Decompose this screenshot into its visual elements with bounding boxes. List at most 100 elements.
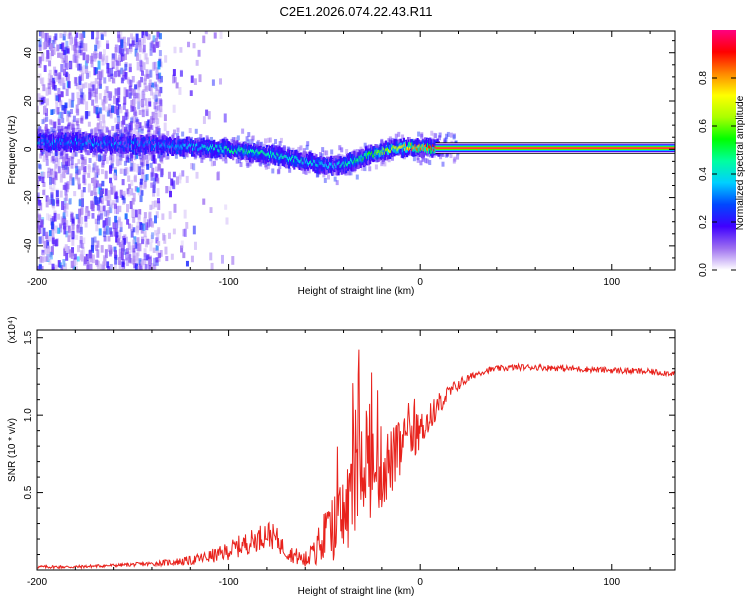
spectrogram-noise-cell bbox=[156, 118, 160, 125]
spectrogram-noise-cell bbox=[143, 212, 147, 219]
spectrogram-noise-cell bbox=[78, 84, 82, 92]
x-tick-label: 100 bbox=[603, 577, 620, 588]
spectrogram-noise-cell bbox=[158, 98, 162, 105]
spectrogram-noise-cell bbox=[109, 177, 113, 184]
spectrogram-noise-cell bbox=[129, 79, 133, 87]
spectrogram-noise-cell bbox=[54, 150, 58, 157]
spectrogram-noise-cell bbox=[78, 148, 82, 154]
spectrogram-noise-cell bbox=[51, 155, 55, 161]
spectrogram-noise-cell bbox=[73, 151, 77, 157]
y-tick-label: 40 bbox=[23, 47, 34, 59]
spectrogram-noise-cell bbox=[338, 145, 342, 151]
spectrogram-noise-cell bbox=[212, 160, 216, 166]
spectrogram-noise-cell bbox=[96, 260, 100, 270]
spectrogram-noise-cell bbox=[44, 32, 48, 41]
spectrogram-noise-cell bbox=[63, 225, 67, 235]
spectrogram-noise-cell bbox=[47, 83, 51, 90]
spectrogram-noise-cell bbox=[117, 87, 121, 96]
spectrogram-noise-cell bbox=[144, 31, 148, 37]
spectrogram-noise-cell bbox=[152, 184, 156, 194]
spectrogram-noise-cell bbox=[105, 126, 109, 134]
spectrogram-noise-cell bbox=[153, 101, 157, 110]
spectrogram-noise-cell bbox=[75, 170, 79, 176]
spectrogram-noise-cell bbox=[175, 176, 179, 185]
spectrogram-noise-cell bbox=[109, 263, 113, 270]
spectrogram-noise-cell bbox=[117, 115, 121, 124]
spectrogram-noise-cell bbox=[129, 200, 133, 210]
spectrogram-noise-cell bbox=[150, 40, 154, 49]
spectrogram-noise-cell bbox=[108, 75, 112, 82]
spectrogram-noise-cell bbox=[443, 138, 447, 144]
spectrogram-noise-cell bbox=[159, 154, 163, 162]
y-tick-label: 0.5 bbox=[23, 485, 34, 499]
spectrogram-noise-cell bbox=[44, 248, 48, 255]
spectrogram-noise-cell bbox=[155, 91, 159, 99]
spectrogram-noise-cell bbox=[351, 150, 355, 156]
spectrogram-noise-cell bbox=[176, 127, 180, 133]
spectrogram-noise-cell bbox=[37, 195, 40, 205]
spectrogram-noise-cell bbox=[148, 101, 152, 107]
spectrogram-noise-cell bbox=[45, 56, 49, 62]
spectrogram-noise-cell bbox=[147, 154, 151, 161]
spectrogram-noise-cell bbox=[119, 156, 123, 162]
spectrogram-noise-cell bbox=[134, 84, 138, 90]
spectrogram-noise-cell bbox=[101, 56, 105, 62]
spectrogram-noise-cell bbox=[114, 44, 118, 53]
spectrogram-noise-cell bbox=[100, 155, 104, 161]
spectrogram-noise-cell bbox=[175, 133, 179, 139]
spectrogram-noise-cell bbox=[61, 172, 65, 178]
spectrogram-noise-cell bbox=[115, 236, 119, 243]
spectrogram-noise-cell bbox=[107, 244, 111, 252]
spectrogram-noise-cell bbox=[103, 89, 107, 97]
spectrogram-noise-cell bbox=[141, 158, 145, 166]
x-tick-label: -200 bbox=[27, 577, 47, 588]
spectrogram-noise-cell bbox=[95, 180, 99, 188]
spectrogram-noise-cell bbox=[88, 249, 92, 259]
spectrogram-noise-cell bbox=[137, 94, 141, 103]
spectrogram-noise-cell bbox=[48, 236, 52, 242]
spectrogram-noise-cell bbox=[51, 152, 55, 159]
spectrogram-noise-cell bbox=[305, 144, 309, 150]
spectrogram-noise-cell bbox=[133, 127, 137, 135]
spectrogram-noise-cell bbox=[202, 154, 206, 160]
spectrogram-noise-cell bbox=[130, 179, 134, 186]
spectrogram-noise-cell bbox=[102, 220, 106, 228]
spectrogram-noise-cell bbox=[56, 73, 60, 83]
spectrogram-noise-cell bbox=[61, 77, 65, 84]
spectrogram-noise-cell bbox=[78, 208, 82, 218]
spectrogram-noise-cell bbox=[80, 98, 84, 105]
spectrogram-noise-cell bbox=[97, 214, 101, 221]
spectrogram-noise-cell bbox=[126, 154, 130, 160]
spectrogram-noise-cell bbox=[154, 200, 158, 208]
spectrogram-noise-cell bbox=[80, 72, 84, 81]
spectrogram-noise-cell bbox=[64, 71, 68, 77]
spectrogram-noise-cell bbox=[49, 181, 53, 190]
spectrogram-noise-cell bbox=[142, 62, 146, 70]
spectrogram-noise-cell bbox=[122, 190, 126, 197]
spectrogram-noise-cell bbox=[80, 189, 84, 198]
spectrogram-noise-cell bbox=[97, 81, 101, 89]
spectrogram-noise-cell bbox=[41, 176, 45, 183]
spectrogram-noise-cell bbox=[66, 181, 70, 190]
spectrogram-noise-cell bbox=[70, 123, 74, 130]
spectrogram-noise-cell bbox=[156, 198, 160, 204]
spectrogram-noise-cell bbox=[149, 122, 153, 129]
spectrogram-noise-cell bbox=[149, 204, 153, 211]
spectrogram-noise-cell bbox=[307, 168, 311, 174]
spectrogram-noise-cell bbox=[185, 260, 189, 267]
spectrogram-noise-cell bbox=[115, 231, 119, 238]
spectrogram-noise-cell bbox=[150, 234, 154, 243]
spectrogram-noise-cell bbox=[271, 168, 275, 174]
spectrogram-noise-cell bbox=[130, 224, 134, 232]
spectrogram-noise-cell bbox=[156, 250, 160, 256]
spectrogram-noise-cell bbox=[200, 157, 204, 163]
spectrogram-noise-cell bbox=[167, 232, 171, 239]
spectrogram-noise-cell bbox=[64, 166, 68, 173]
spectrogram-noise-cell bbox=[172, 180, 176, 190]
spectrogram-noise-cell bbox=[70, 260, 74, 268]
spectrogram-noise-cell bbox=[133, 174, 137, 183]
spectrogram-noise-cell bbox=[56, 73, 60, 80]
spectrogram-noise-cell bbox=[105, 209, 109, 219]
spectrogram-noise-cell bbox=[136, 221, 140, 229]
